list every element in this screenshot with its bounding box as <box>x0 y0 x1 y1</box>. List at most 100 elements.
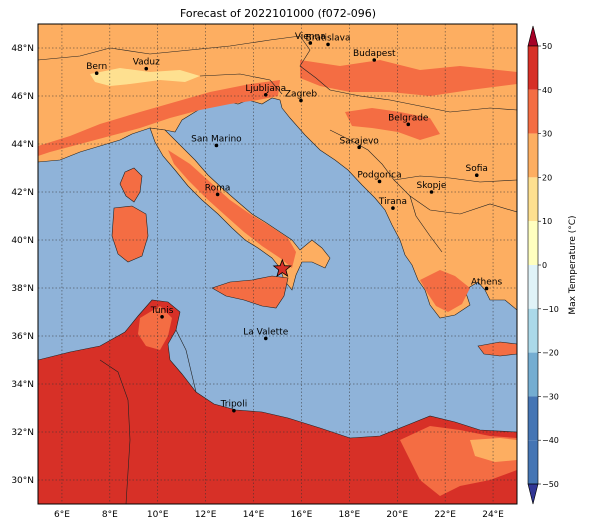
europe-warm-band <box>38 80 280 156</box>
city-dot <box>372 58 377 62</box>
city-san-marino: San Marino <box>191 134 242 148</box>
city-label: Budapest <box>353 49 396 59</box>
lat-tick-label: 38°N <box>11 284 34 294</box>
city-dot <box>391 206 395 210</box>
colorbar-tick-label: −20 <box>542 349 559 358</box>
city-label: Bratislava <box>306 33 351 43</box>
lat-tick-label: 36°N <box>11 332 34 342</box>
city-budapest: Budapest <box>353 49 396 62</box>
city-label: Vienna <box>295 32 326 42</box>
city-bern: Bern <box>86 62 107 75</box>
city-tripoli: Tripoli <box>220 400 248 413</box>
city-dot <box>160 315 164 319</box>
colorbar-tick-label: −50 <box>542 480 559 489</box>
balkan-warm-band-2 <box>345 108 440 140</box>
lon-tick-label: 10°E <box>147 510 169 520</box>
city-label: Tripoli <box>220 400 248 410</box>
map-title: Forecast of 2022101000 (f072-096) <box>180 7 376 20</box>
city-dot <box>232 408 236 413</box>
forecast-location-marker <box>272 258 292 278</box>
lon-tick-label: 8°E <box>102 510 118 520</box>
sardinia <box>111 205 149 263</box>
city-dot <box>326 42 330 47</box>
city-dot <box>299 98 303 103</box>
city-label: Podgorica <box>357 170 401 180</box>
city-label: Tirana <box>378 197 407 207</box>
city-sofia: Sofia <box>466 164 488 177</box>
city-la-valette: La Valette <box>243 327 289 341</box>
colorbar-segment <box>528 177 538 222</box>
city-dot <box>357 145 361 150</box>
city-label: Zagreb <box>285 90 317 100</box>
city-ljubljana: Ljubljana <box>245 84 286 97</box>
city-vienna: Vienna <box>295 32 326 45</box>
sicily <box>211 275 289 309</box>
crete <box>477 341 517 357</box>
colorbar-tick-label: −10 <box>542 305 559 314</box>
egypt-coast-cool <box>470 438 517 462</box>
colorbar-tick-label: 20 <box>542 173 552 182</box>
city-dot <box>263 93 268 97</box>
colorbar-segment <box>528 89 538 134</box>
city-label: Belgrade <box>388 113 429 123</box>
lat-tick-label: 48°N <box>11 44 34 54</box>
city-dot <box>429 190 434 194</box>
lon-tick-label: 22°E <box>434 510 456 520</box>
city-athens: Athens <box>471 277 502 291</box>
colorbar-tick-label: 0 <box>542 261 547 270</box>
italy-warm <box>168 150 296 268</box>
city-label: Vaduz <box>133 58 160 68</box>
colorbar-tick-label: 50 <box>542 42 552 51</box>
city-label: Sofia <box>466 164 488 174</box>
city-label: Skopje <box>417 181 447 191</box>
city-vaduz: Vaduz <box>133 58 160 71</box>
city-dot <box>94 71 99 75</box>
graticule <box>38 24 517 504</box>
lat-tick-label: 46°N <box>11 92 34 102</box>
colorbar: 50 40 30 20 10 0 −10 −20 −30 −40 −50 <box>527 25 559 505</box>
city-label: Tunis <box>150 306 174 316</box>
city-label: San Marino <box>191 134 242 144</box>
city-dot <box>308 41 313 45</box>
city-dot <box>144 66 149 71</box>
lat-tick-label: 40°N <box>11 236 34 246</box>
lon-tick-label: 24°E <box>482 510 504 520</box>
colorbar-segment <box>528 352 538 397</box>
balkan-warm-band <box>300 60 517 96</box>
colorbar-segment <box>528 46 538 90</box>
city-label: La Valette <box>243 327 288 337</box>
colorbar-extend-bottom <box>527 483 539 505</box>
city-skopje: Skopje <box>417 181 447 194</box>
city-label: Bern <box>86 62 107 72</box>
longitude-tick-labels: 6°E 8°E 10°E 12°E 14°E 16°E 18°E 20°E 22°E 24°E <box>54 510 504 520</box>
lat-tick-label: 42°N <box>11 188 34 198</box>
city-dot <box>263 336 268 341</box>
lon-tick-label: 6°E <box>54 510 70 520</box>
city-dot <box>484 286 489 291</box>
lon-tick-label: 20°E <box>386 510 408 520</box>
city-dot <box>214 143 219 148</box>
colorbar-label: Max Temperature (°C) <box>568 215 578 314</box>
colorbar-tick-label: 40 <box>542 86 552 95</box>
city-dot <box>474 173 479 177</box>
lon-tick-label: 16°E <box>291 510 313 520</box>
colorbar-segment <box>528 440 538 484</box>
colorbar-tick-label: −30 <box>542 392 559 401</box>
city-tirana: Tirana <box>378 197 407 210</box>
city-roma: Roma <box>205 183 230 197</box>
city-tunis: Tunis <box>150 306 174 319</box>
colorbar-tick-label: 10 <box>542 217 552 226</box>
lat-tick-label: 32°N <box>11 428 34 438</box>
city-label: Ljubljana <box>245 84 286 94</box>
city-dot <box>377 179 382 184</box>
city-sarajevo: Sarajevo <box>340 136 380 150</box>
colorbar-extend-top <box>527 25 539 47</box>
city-bratislava: Bratislava <box>306 33 351 47</box>
lat-tick-label: 34°N <box>11 380 34 390</box>
city-dot <box>215 192 220 197</box>
city-label: Sarajevo <box>340 136 380 146</box>
city-belgrade: Belgrade <box>388 113 429 127</box>
